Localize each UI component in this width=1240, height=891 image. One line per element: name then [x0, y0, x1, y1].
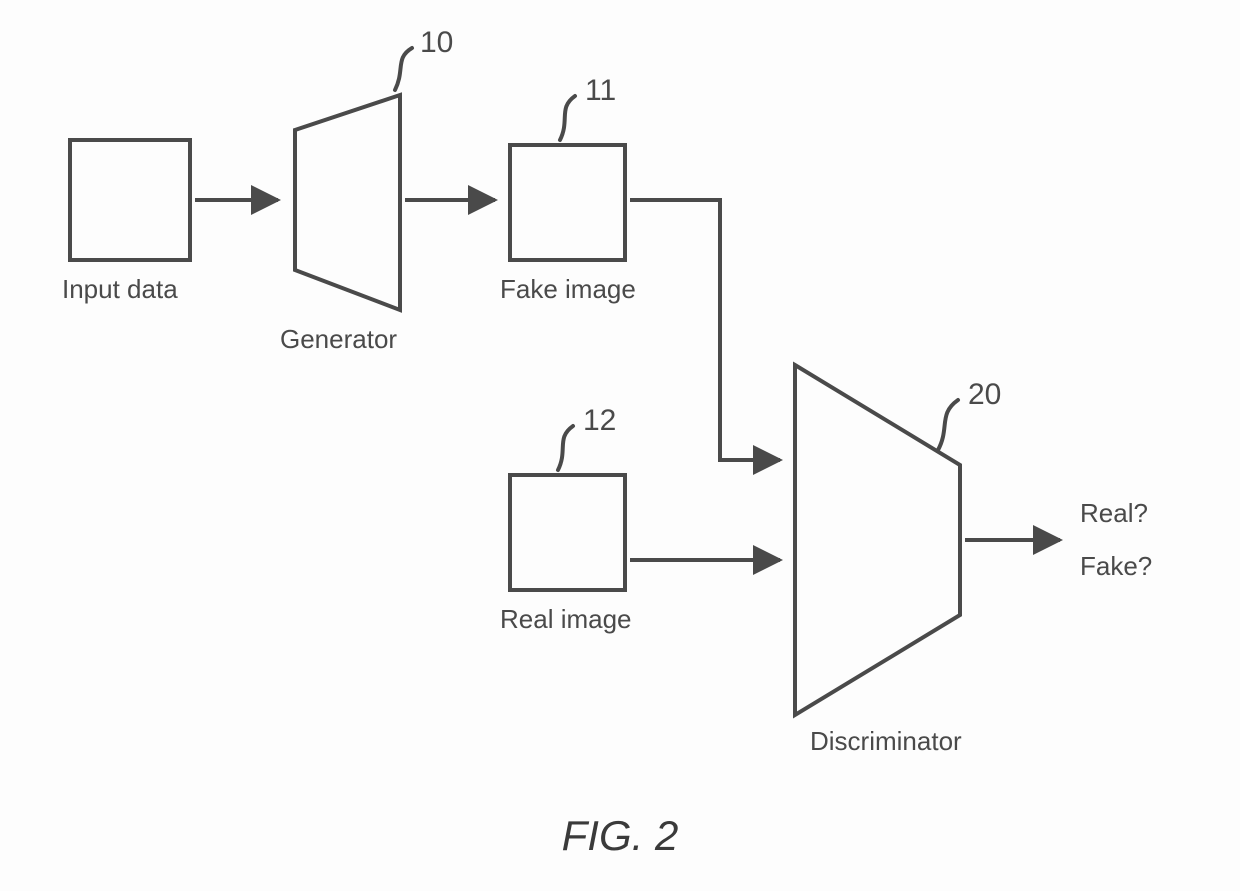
generator-shape: [295, 95, 400, 310]
ref-10: 10: [420, 26, 453, 59]
figure-caption: FIG. 2: [562, 812, 679, 859]
output-real-label: Real?: [1080, 498, 1148, 528]
real-image-label: Real image: [500, 604, 632, 634]
fake-image-box: [510, 145, 625, 260]
ref-11: 11: [585, 74, 616, 107]
ref-10-leader: [395, 48, 412, 90]
discriminator-label: Discriminator: [810, 726, 962, 756]
ref-20: 20: [968, 378, 1001, 411]
ref-12-leader: [558, 426, 573, 470]
gan-diagram: Input data Generator 10 Fake image 11 Re…: [0, 0, 1240, 891]
input-box: [70, 140, 190, 260]
arrow-fake-discriminator: [630, 200, 780, 460]
ref-12: 12: [583, 404, 616, 437]
real-image-box: [510, 475, 625, 590]
ref-20-leader: [938, 400, 958, 450]
output-fake-label: Fake?: [1080, 551, 1152, 581]
fake-image-label: Fake image: [500, 274, 636, 304]
input-label: Input data: [62, 274, 178, 304]
generator-label: Generator: [280, 324, 397, 354]
discriminator-shape: [795, 365, 960, 715]
ref-11-leader: [560, 96, 575, 140]
